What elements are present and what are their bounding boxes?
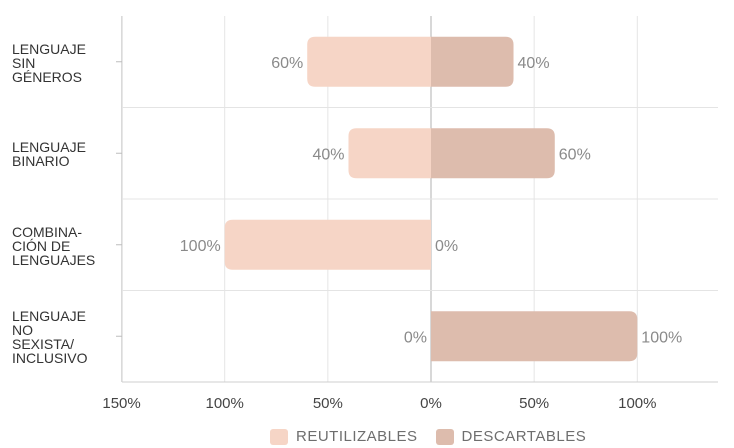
x-tick-label-5: 100% xyxy=(618,395,656,412)
x-tick-label-1: 100% xyxy=(206,395,244,412)
legend-swatch-reutilizables xyxy=(270,428,288,445)
legend: REUTILIZABLES DESCARTABLES xyxy=(270,428,604,445)
value-label-reutilizables-1: 40% xyxy=(312,146,344,163)
x-tick-label-0: 150% xyxy=(102,395,140,412)
category-label-1: LENGUAJE BINARIO xyxy=(12,139,86,170)
value-label-reutilizables-2: 100% xyxy=(180,238,221,255)
value-label-descartables-0: 40% xyxy=(518,55,550,72)
bar-reutilizables-0 xyxy=(307,36,431,87)
value-label-reutilizables-0: 60% xyxy=(271,55,303,72)
legend-item-reutilizables: REUTILIZABLES xyxy=(270,428,418,445)
bar-reutilizables-1 xyxy=(348,128,431,179)
legend-item-descartables: DESCARTABLES xyxy=(435,428,587,445)
bar-reutilizables-2 xyxy=(224,219,431,270)
x-axis-ticks: 150% 100% 50% 0% 50% 100% xyxy=(102,395,656,412)
value-label-descartables-2: 0% xyxy=(435,238,458,255)
legend-label-descartables: DESCARTABLES xyxy=(461,428,587,445)
bar-descartables-3 xyxy=(431,311,638,362)
category-label-2: COMBINA- CIÓN DE LENGUAJES xyxy=(12,223,96,268)
legend-swatch-descartables xyxy=(435,428,454,445)
x-tick-label-3: 0% xyxy=(420,395,442,412)
x-tick-label-2: 50% xyxy=(313,395,343,412)
category-label-3: LENGUAJE NO SEXISTA/ INCLUSIVO xyxy=(12,308,88,367)
value-labels: 60% 40% 40% 60% 100% 0% 0% 100% xyxy=(180,55,682,347)
legend-label-reutilizables: REUTILIZABLES xyxy=(296,428,418,445)
value-label-descartables-3: 100% xyxy=(641,329,682,346)
value-label-reutilizables-3: 0% xyxy=(404,329,427,346)
value-label-descartables-1: 60% xyxy=(559,146,591,163)
x-tick-label-4: 50% xyxy=(519,395,549,412)
bars xyxy=(224,36,638,362)
bar-descartables-0 xyxy=(431,36,514,87)
category-label-0: LENGUAJE SIN GÉNEROS xyxy=(12,40,86,85)
bar-descartables-1 xyxy=(431,128,555,179)
